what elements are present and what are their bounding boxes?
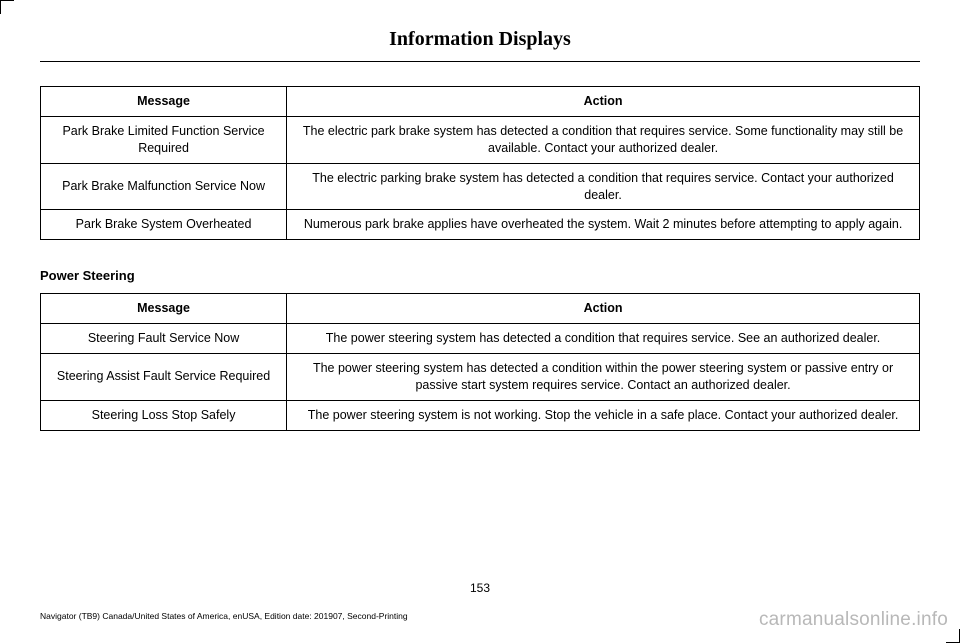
table1-cell-message: Park Brake System Overheated	[41, 210, 287, 240]
table2-cell-action: The power steering system has detected a…	[287, 324, 920, 354]
watermark: carmanualsonline.info	[759, 609, 948, 631]
table-row: Steering Fault Service Now The power ste…	[41, 324, 920, 354]
crop-mark-bottom-right	[946, 629, 960, 643]
table2-header-message: Message	[41, 294, 287, 324]
page-content: Information Displays Message Action Park…	[40, 0, 920, 431]
table-row: Park Brake System Overheated Numerous pa…	[41, 210, 920, 240]
crop-mark-top-left	[0, 0, 14, 14]
power-steering-table: Message Action Steering Fault Service No…	[40, 293, 920, 430]
section-heading-power-steering: Power Steering	[40, 268, 920, 283]
footer-print-info: Navigator (TB9) Canada/United States of …	[40, 611, 408, 621]
table-row: Steering Assist Fault Service Required T…	[41, 354, 920, 401]
table-row: Park Brake Malfunction Service Now The e…	[41, 163, 920, 210]
table1-cell-action: Numerous park brake applies have overhea…	[287, 210, 920, 240]
park-brake-table: Message Action Park Brake Limited Functi…	[40, 86, 920, 240]
page-title: Information Displays	[40, 28, 920, 62]
table2-header-action: Action	[287, 294, 920, 324]
page-number: 153	[0, 581, 960, 595]
table2-cell-message: Steering Fault Service Now	[41, 324, 287, 354]
table2-cell-message: Steering Loss Stop Safely	[41, 400, 287, 430]
table2-cell-message: Steering Assist Fault Service Required	[41, 354, 287, 401]
table-row: Park Brake Limited Function Service Requ…	[41, 116, 920, 163]
table1-header-message: Message	[41, 87, 287, 117]
table1-cell-message: Park Brake Limited Function Service Requ…	[41, 116, 287, 163]
table-row: Steering Loss Stop Safely The power stee…	[41, 400, 920, 430]
table1-cell-action: The electric parking brake system has de…	[287, 163, 920, 210]
table2-cell-action: The power steering system is not working…	[287, 400, 920, 430]
table1-cell-message: Park Brake Malfunction Service Now	[41, 163, 287, 210]
table2-cell-action: The power steering system has detected a…	[287, 354, 920, 401]
table1-cell-action: The electric park brake system has detec…	[287, 116, 920, 163]
table1-header-action: Action	[287, 87, 920, 117]
